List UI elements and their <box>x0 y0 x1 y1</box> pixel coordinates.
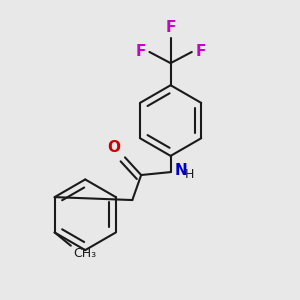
Text: F: F <box>195 44 206 59</box>
Text: CH₃: CH₃ <box>73 247 96 260</box>
Text: F: F <box>165 20 176 34</box>
Text: F: F <box>136 44 146 59</box>
Text: H: H <box>184 168 194 181</box>
Text: N: N <box>175 164 188 178</box>
Text: O: O <box>108 140 121 155</box>
